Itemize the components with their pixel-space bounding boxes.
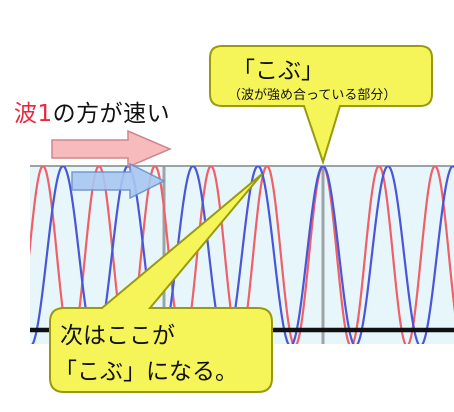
callout-bottom-bubble (49, 173, 273, 393)
wave-1-speed-arrow (51, 129, 172, 169)
callout-bottom-line-1: 次はここが (60, 323, 175, 349)
wave-2-speed-arrow (71, 162, 166, 200)
callout-top-title: 「こぶ」 (232, 58, 324, 84)
wave-label-suffix: の方が速い (52, 101, 171, 127)
wave-speed-label: 波1の方が速い (14, 94, 170, 128)
wave-label-prefix: 波 (14, 101, 38, 127)
callout-bottom-line-2: 「こぶ」になる。 (54, 359, 238, 385)
wave-label-number: 1 (37, 101, 53, 127)
callout-top-bubble (209, 45, 433, 166)
callout-top-subtitle: （波が強め合っている部分） (228, 88, 397, 103)
